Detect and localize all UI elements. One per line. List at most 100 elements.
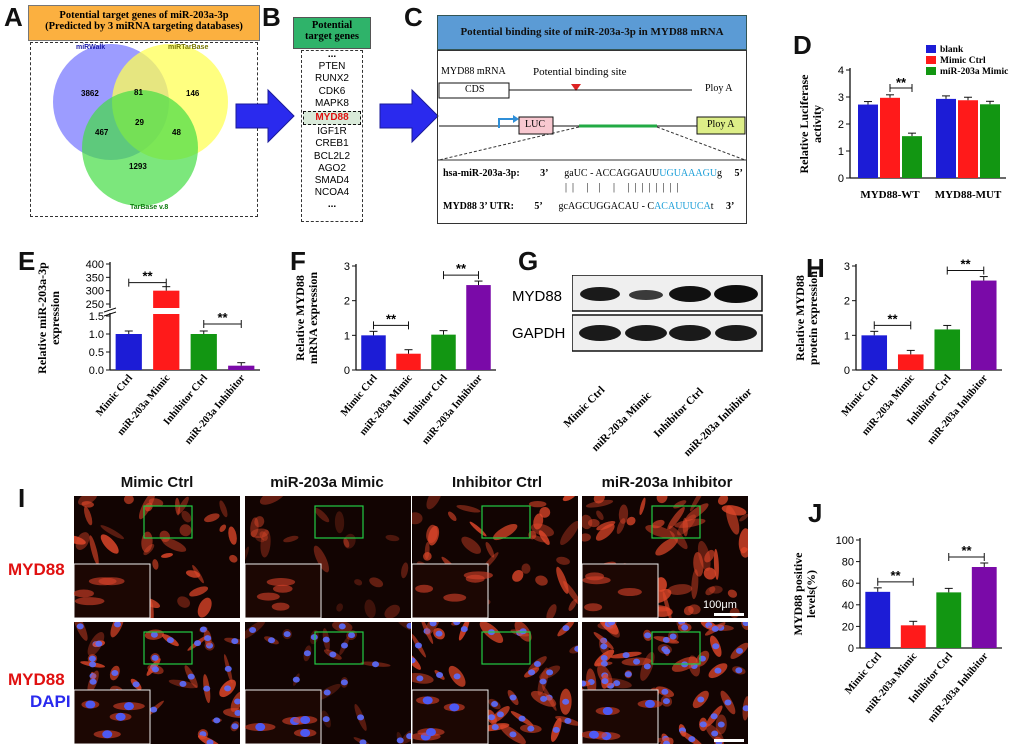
binding-site-panel: Potential binding site of miR-203a-3p in… — [437, 15, 747, 224]
nucleus — [406, 622, 411, 629]
cell — [689, 496, 706, 512]
arrow-a-to-b — [235, 88, 295, 144]
cell — [533, 513, 544, 530]
binding-schematic — [438, 82, 746, 161]
cell — [271, 602, 290, 611]
nucleus — [151, 666, 159, 673]
nucleus — [697, 696, 705, 703]
utr-sequence-row: MYD88 3’ UTR: 5’ gcAGCUGGACAU - CACAUUUC… — [443, 201, 734, 212]
y-axis-label: MYD88 positivelevels(%) — [791, 552, 818, 636]
cell — [123, 496, 134, 505]
cell — [738, 528, 748, 554]
nucleus — [669, 633, 677, 640]
cell — [81, 501, 94, 508]
cell — [739, 513, 748, 522]
utr-site: ACAUUUCA — [654, 201, 711, 212]
venn-count: 81 — [134, 88, 143, 97]
nucleus — [359, 739, 367, 744]
cell — [384, 604, 400, 618]
nucleus — [322, 636, 330, 643]
cell — [693, 551, 704, 577]
nucleus — [724, 699, 732, 706]
nucleus — [206, 739, 214, 744]
cell — [713, 548, 719, 580]
y-axis-label: Relative MYD88mRNA expression — [293, 272, 320, 364]
cell — [556, 556, 570, 565]
roi-box — [314, 631, 364, 665]
cell — [162, 538, 187, 552]
nucleus — [231, 723, 239, 730]
wb-band — [625, 325, 667, 341]
nucleus — [643, 663, 651, 670]
cell — [255, 535, 265, 543]
cell — [161, 552, 174, 558]
nucleus — [412, 657, 416, 664]
cell — [560, 521, 578, 546]
legend-swatch — [926, 67, 936, 75]
bar — [902, 136, 922, 178]
cell — [159, 530, 171, 543]
cell — [685, 503, 709, 522]
nucleus — [688, 736, 696, 743]
cell — [709, 585, 723, 594]
y-tick-label: 0 — [344, 365, 350, 377]
nucleus — [292, 676, 300, 683]
nucleus — [562, 698, 570, 705]
nucleus — [416, 675, 424, 682]
gene-list-ellipsis-bottom: ... — [327, 199, 337, 211]
y-tick-label: 2 — [838, 119, 844, 131]
nucleus — [85, 700, 96, 709]
gene-list-title-box: Potential target genes — [293, 17, 371, 49]
cell — [704, 549, 715, 563]
panel-label-e: E — [18, 246, 36, 276]
gene-list-title-line1: Potential — [311, 20, 353, 31]
chart-h-myd88-protein: 0 1 2 3 Relative MYD88protein expression Mimi… — [793, 257, 1002, 447]
wb-band — [579, 325, 621, 341]
nucleus — [303, 650, 311, 657]
utr-seq-end: t — [710, 201, 714, 212]
nucleus — [546, 669, 554, 676]
utr-seq: gcAGCUGGACAU - C — [558, 201, 655, 212]
nucleus — [699, 721, 707, 728]
significance-label: ** — [960, 257, 971, 272]
gene-item: IGF1R — [317, 126, 347, 138]
cell — [256, 592, 280, 601]
y-tick-label: 40 — [842, 600, 854, 612]
nucleus — [406, 733, 411, 740]
nucleus — [661, 688, 669, 695]
cell — [703, 567, 716, 580]
cell — [651, 519, 665, 529]
nucleus — [552, 726, 560, 733]
axis-break — [103, 307, 117, 313]
bar — [228, 365, 255, 370]
y-tick-label: 400 — [86, 259, 104, 271]
cell — [626, 516, 636, 526]
cell — [260, 529, 271, 558]
y-tick-label: 1.5 — [89, 311, 104, 323]
cell — [528, 500, 547, 508]
nucleus — [89, 661, 97, 668]
gene-list-frame — [301, 50, 363, 222]
cell — [412, 512, 423, 525]
cell — [179, 524, 192, 537]
binding-frame — [437, 50, 747, 224]
gene-item: RUNX2 — [315, 73, 349, 85]
nucleus — [323, 689, 331, 696]
cell — [138, 496, 156, 520]
nucleus — [436, 671, 444, 678]
cell — [645, 525, 675, 539]
nucleus — [89, 678, 97, 685]
cds-label: CDS — [465, 84, 485, 95]
y-tick-label: 1 — [838, 146, 844, 158]
panel-label-d: D — [793, 30, 812, 60]
venn-count: 48 — [172, 128, 181, 137]
gene-item: CREB1 — [315, 138, 349, 150]
nucleus — [539, 678, 547, 685]
roi-box — [481, 505, 531, 539]
y-tick-label: 80 — [842, 557, 854, 569]
nucleus — [698, 655, 706, 662]
venn-count: 1293 — [129, 162, 147, 171]
wb-lane-label: Mimic Ctrl — [561, 384, 608, 430]
